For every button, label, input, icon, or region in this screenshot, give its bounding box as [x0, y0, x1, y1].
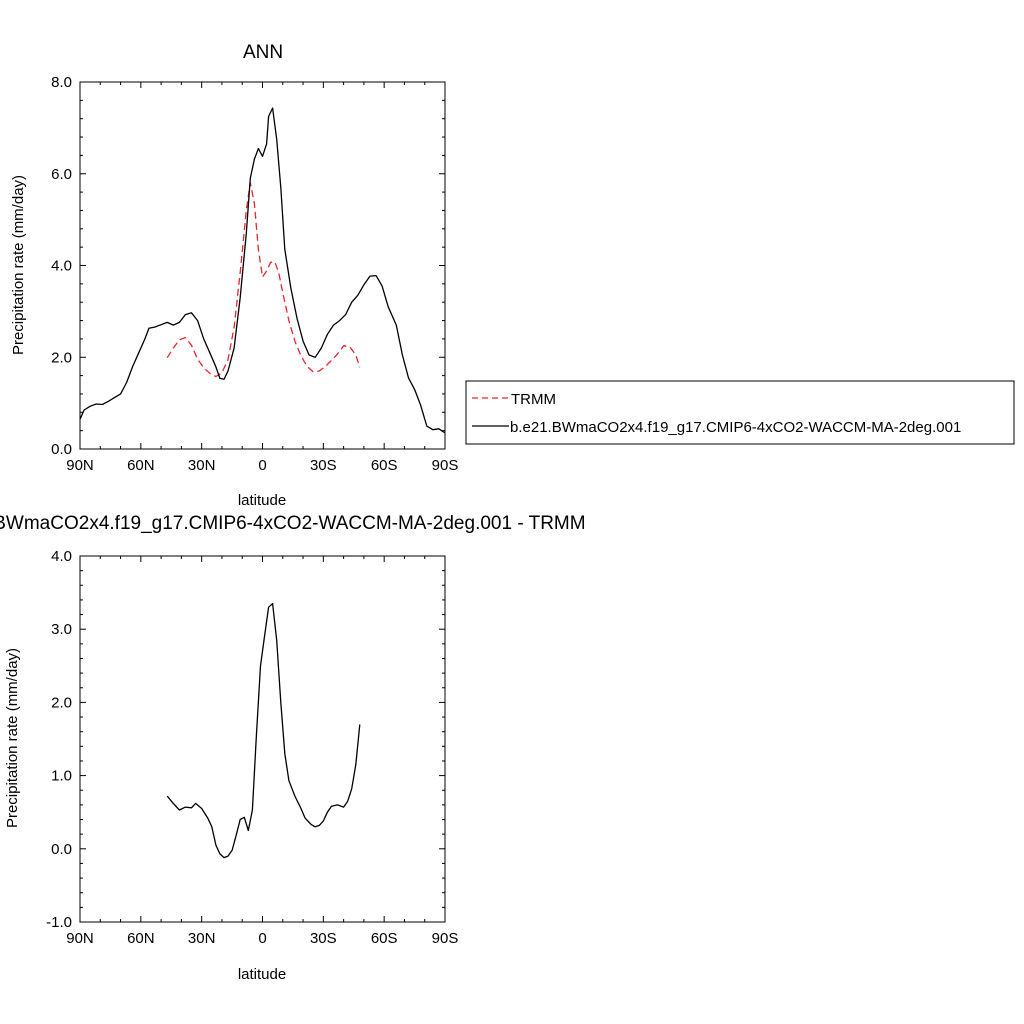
plot-area: 90N 60N 30N 0 30S 60S 90S -1.0 0.0 1.0 2.0 3.0 4.0	[46, 548, 458, 947]
x-tick-label: 60S	[371, 457, 398, 474]
x-tick-label: 90N	[66, 930, 94, 947]
y-axis-label: Precipitation rate (mm/day)	[10, 175, 27, 355]
chart-annual-precip: ANN latitude Precipitation rate (mm/day)…	[10, 42, 1015, 509]
x-tick-label: 90N	[66, 457, 94, 474]
chart-difference: b.e21.BWmaCO2x4.f19_g17.CMIP6-4xCO2-WACC…	[0, 513, 586, 983]
y-tick-label: 0.0	[51, 841, 72, 858]
x-tick-label: 60N	[127, 930, 155, 947]
x-tick-label: 30S	[310, 457, 337, 474]
plot-frame	[79, 555, 446, 923]
y-tick-label: 1.0	[51, 768, 72, 785]
x-axis-label: latitude	[238, 492, 286, 509]
series-line-0	[166, 602, 361, 859]
x-tick-label: 90S	[432, 457, 459, 474]
y-tick-label: 4.0	[51, 548, 72, 565]
legend-label-model: b.e21.BWmaCO2x4.f19_g17.CMIP6-4xCO2-WACC…	[510, 419, 961, 436]
y-tick-label: 2.0	[51, 349, 72, 366]
y-tick-label: 0.0	[51, 441, 72, 458]
y-tick-label: 2.0	[51, 694, 72, 711]
x-tick-label: 0	[258, 930, 266, 947]
x-tick-label: 90S	[432, 930, 459, 947]
y-axis-label: Precipitation rate (mm/day)	[4, 648, 21, 828]
y-tick-label: 6.0	[51, 166, 72, 183]
series-line-1	[79, 107, 446, 434]
plot-frame	[79, 81, 446, 450]
x-tick-label: 0	[258, 457, 266, 474]
x-tick-label: 30N	[188, 457, 216, 474]
plot-area: 90N 60N 30N 0 30S 60S 90S 0.0 2.0 4.0 6.0 8.0	[51, 74, 458, 474]
legend: TRMM b.e21.BWmaCO2x4.f19_g17.CMIP6-4xCO2…	[465, 380, 1015, 445]
x-tick-label: 60N	[127, 457, 155, 474]
x-tick-label: 30S	[310, 930, 337, 947]
y-tick-label: 8.0	[51, 74, 72, 91]
y-tick-label: 3.0	[51, 621, 72, 638]
chart-title: b.e21.BWmaCO2x4.f19_g17.CMIP6-4xCO2-WACC…	[0, 513, 586, 534]
x-tick-label: 60S	[371, 930, 398, 947]
series-line-0	[166, 182, 361, 378]
legend-label-trmm: TRMM	[511, 391, 556, 408]
legend-box	[465, 380, 1015, 445]
x-axis-label: latitude	[238, 966, 286, 983]
chart-title: ANN	[243, 42, 283, 63]
x-tick-label: 30N	[188, 930, 216, 947]
y-tick-label: 4.0	[51, 258, 72, 275]
y-tick-label: -1.0	[46, 914, 72, 931]
